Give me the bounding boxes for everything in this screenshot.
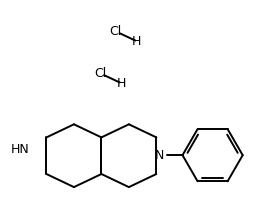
Text: Cl: Cl <box>110 25 122 38</box>
Text: N: N <box>155 149 164 162</box>
Text: Cl: Cl <box>94 67 106 80</box>
Text: H: H <box>132 35 141 48</box>
Text: HN: HN <box>11 143 30 156</box>
Text: H: H <box>116 77 126 90</box>
